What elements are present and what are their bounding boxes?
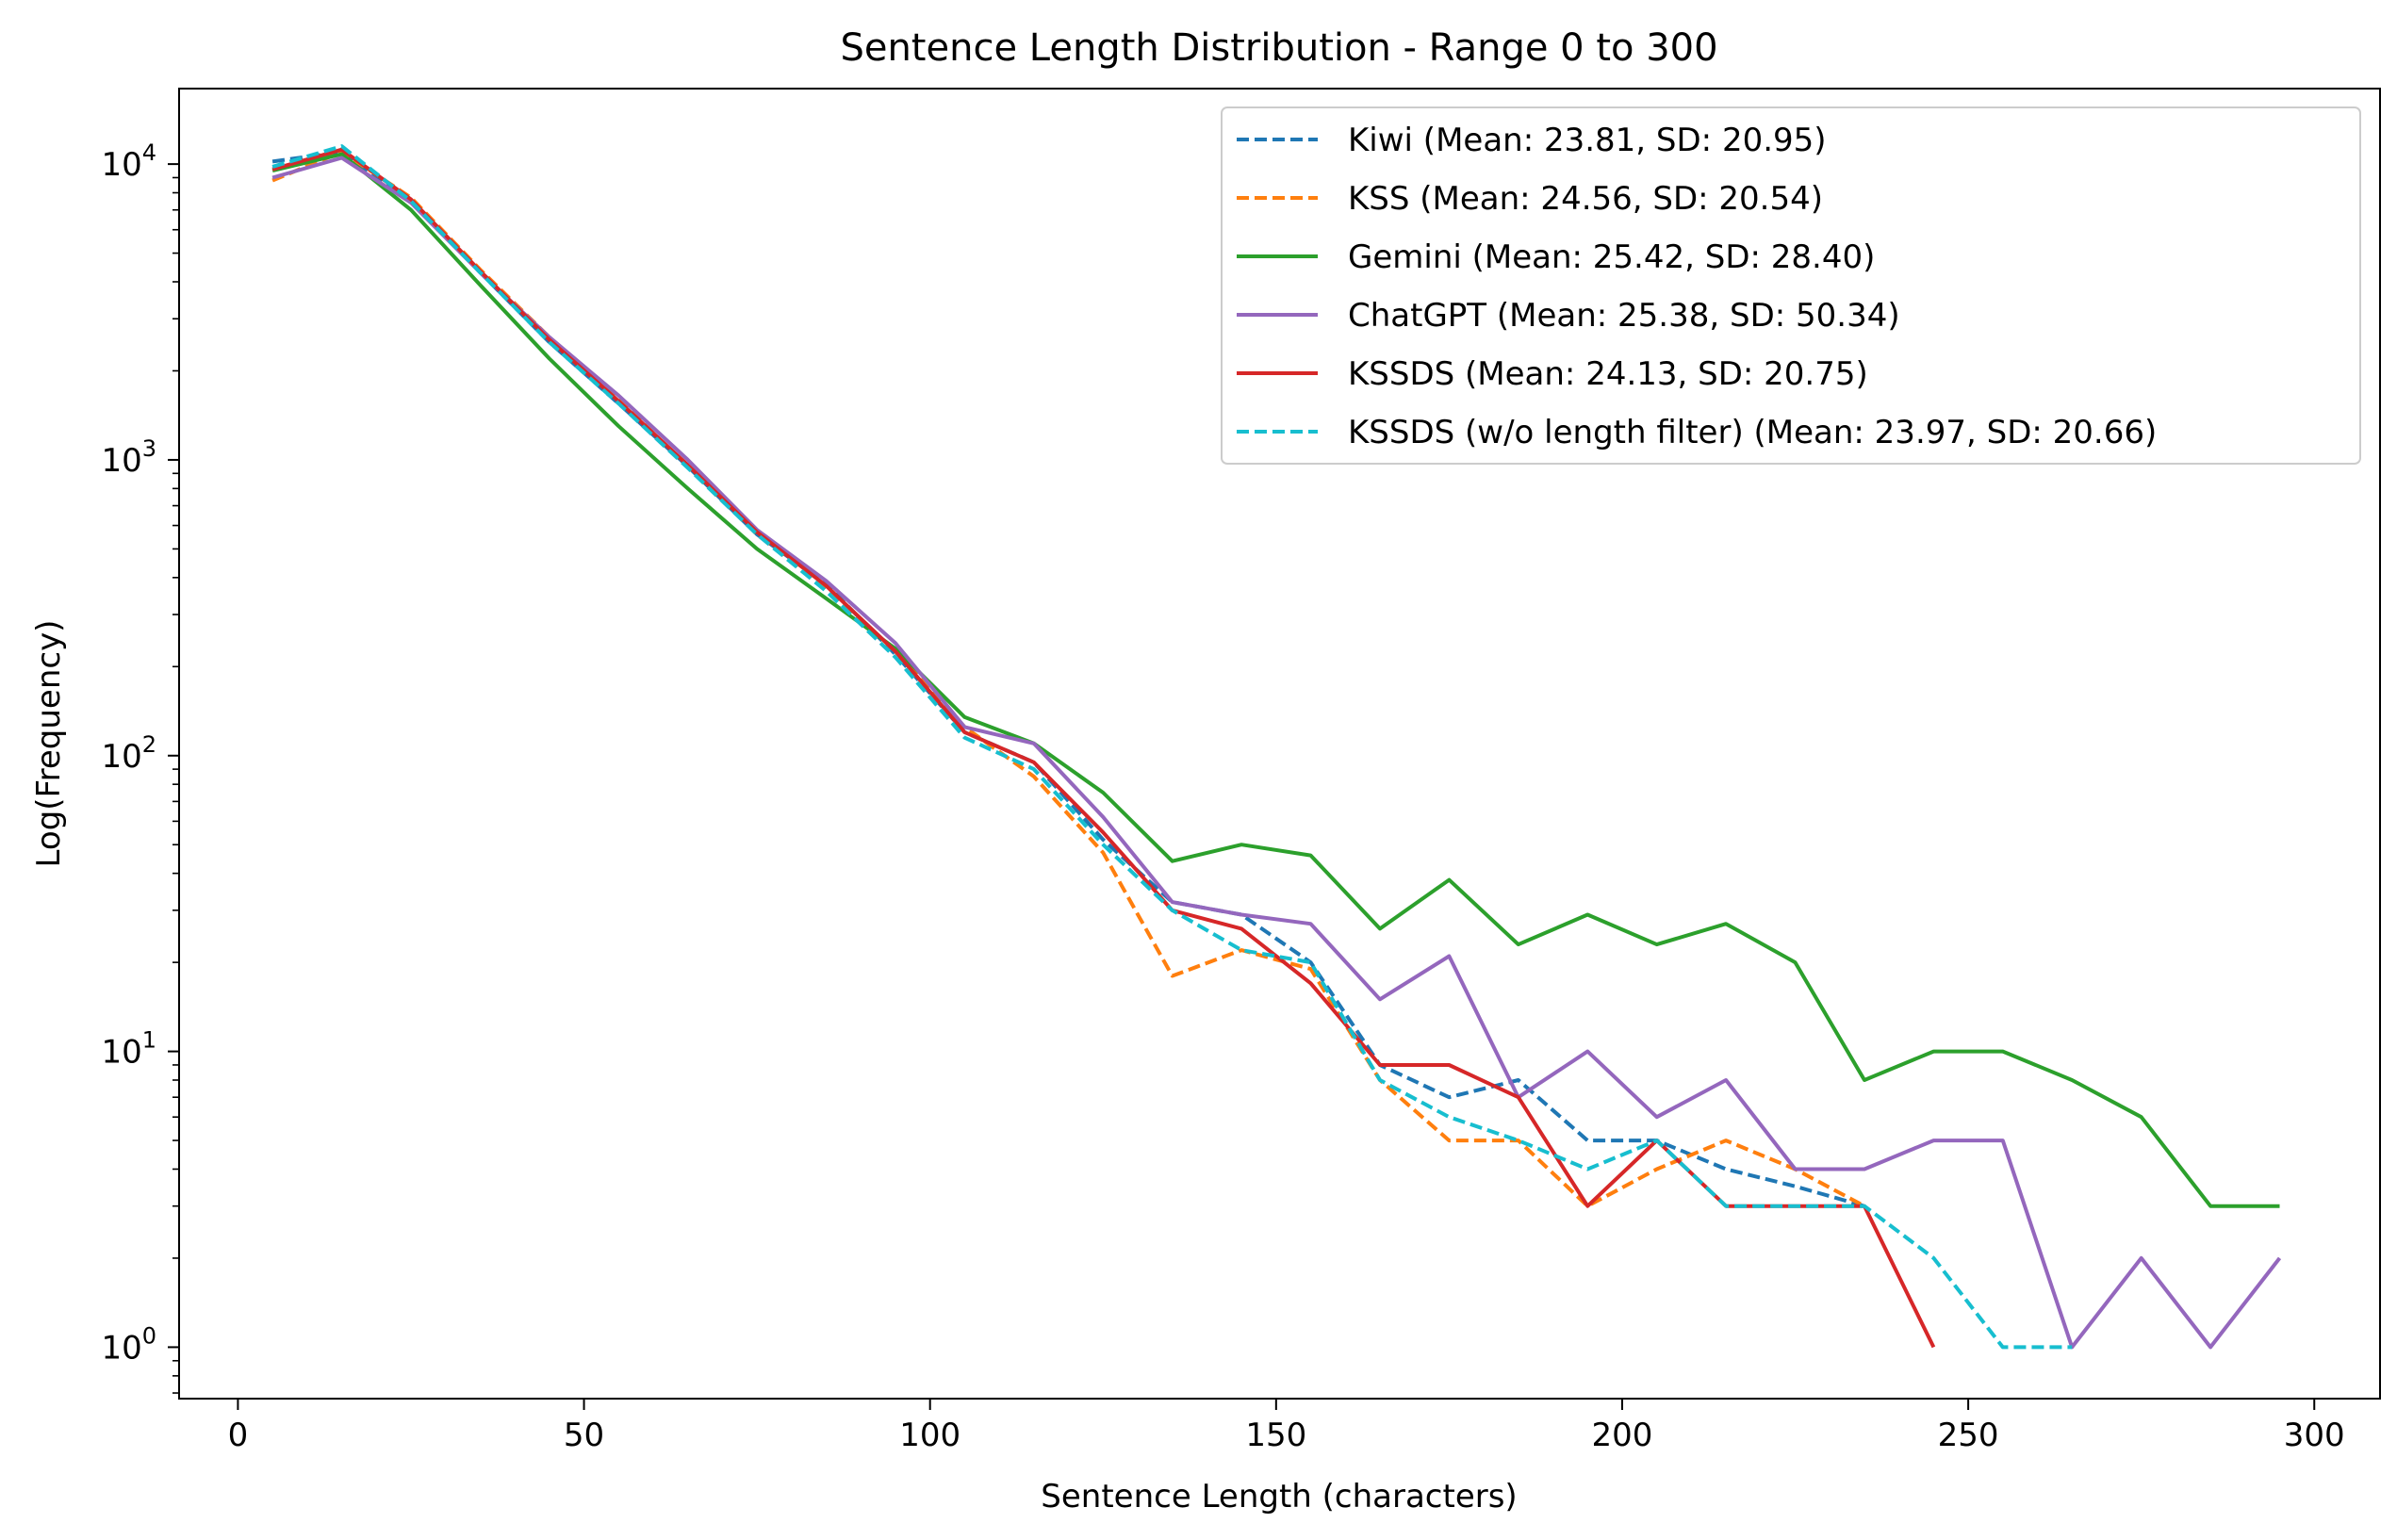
y-tick-base: 10 xyxy=(101,146,141,184)
y-tick-base: 10 xyxy=(101,442,141,480)
x-tick-label: 150 xyxy=(1245,1417,1306,1454)
legend-label: Kiwi (Mean: 23.81, SD: 20.95) xyxy=(1348,122,1827,159)
y-tick-base: 10 xyxy=(101,1329,141,1367)
legend-label: KSSDS (w/o length filter) (Mean: 23.97, … xyxy=(1348,414,2157,451)
y-tick-exponent: 2 xyxy=(142,731,156,758)
series-line-5 xyxy=(271,144,2073,1350)
series-line-0 xyxy=(271,150,1865,1208)
series-line-1 xyxy=(271,150,1865,1208)
legend-label: KSS (Mean: 24.56, SD: 20.54) xyxy=(1348,180,1823,218)
y-tick-label: 101 xyxy=(101,1027,156,1072)
x-axis-label: Sentence Length (characters) xyxy=(1041,1478,1517,1515)
y-tick-exponent: 3 xyxy=(142,435,156,462)
y-tick-base: 10 xyxy=(101,1034,141,1072)
x-tick-label: 0 xyxy=(228,1417,249,1454)
y-tick-label: 104 xyxy=(101,139,156,184)
x-tick-label: 200 xyxy=(1592,1417,1653,1454)
x-tick-label: 50 xyxy=(564,1417,604,1454)
x-tick-label: 250 xyxy=(1938,1417,1999,1454)
y-axis-label: Log(Frequency) xyxy=(30,620,68,868)
x-tick-label: 300 xyxy=(2284,1417,2345,1454)
y-tick-exponent: 0 xyxy=(142,1322,156,1349)
legend: Kiwi (Mean: 23.81, SD: 20.95) KSS (Mean: … xyxy=(1221,106,2361,465)
x-tick-label: 100 xyxy=(899,1417,960,1454)
y-tick-exponent: 4 xyxy=(142,139,156,166)
legend-label: KSSDS (Mean: 24.13, SD: 20.75) xyxy=(1348,355,1868,393)
x-axis: 0 50 100 150 200 250 300 xyxy=(228,1399,2345,1454)
legend-box xyxy=(1221,106,2361,465)
y-tick-label: 103 xyxy=(101,435,156,480)
y-tick-label: 102 xyxy=(101,731,156,776)
y-tick-base: 10 xyxy=(101,738,141,776)
plot-area xyxy=(271,144,2282,1350)
plot-frame xyxy=(178,88,2381,1400)
chart-title: Sentence Length Distribution - Range 0 t… xyxy=(840,26,1717,70)
legend-label: Gemini (Mean: 25.42, SD: 28.40) xyxy=(1348,238,1875,276)
y-tick-label: 100 xyxy=(101,1322,156,1367)
y-tick-exponent: 1 xyxy=(142,1027,156,1054)
legend-label: ChatGPT (Mean: 25.38, SD: 50.34) xyxy=(1348,297,1900,335)
series-line-2 xyxy=(271,152,2280,1208)
series-line-3 xyxy=(271,156,2282,1350)
